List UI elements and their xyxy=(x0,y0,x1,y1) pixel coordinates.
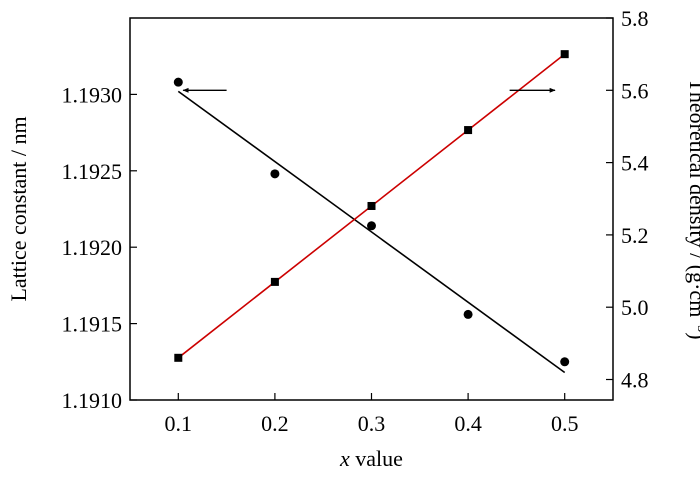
y-right-tick-label: 5.6 xyxy=(621,78,649,103)
y-left-tick-label: 1.1915 xyxy=(62,312,123,337)
lattice-point xyxy=(560,357,570,367)
x-tick-label: 0.2 xyxy=(261,411,289,436)
lattice-point xyxy=(270,169,280,179)
density-point xyxy=(560,50,569,59)
y-left-tick-label: 1.1910 xyxy=(62,388,123,413)
y-right-tick-label: 5.8 xyxy=(621,6,649,31)
lattice-point xyxy=(367,221,376,231)
x-axis-title: x value xyxy=(339,446,403,471)
y-left-tick-label: 1.1930 xyxy=(62,82,123,107)
x-tick-label: 0.1 xyxy=(165,411,193,436)
y-left-axis-title: Lattice constant / nm xyxy=(6,116,31,301)
x-tick-label: 0.5 xyxy=(551,411,579,436)
y-right-tick-label: 5.0 xyxy=(621,295,649,320)
y-right-tick-label: 5.4 xyxy=(621,151,649,176)
y-right-axis-title-exp: −3 xyxy=(694,317,700,332)
density-point xyxy=(270,277,279,286)
y-left-tick-label: 1.1925 xyxy=(62,159,123,184)
lattice-point xyxy=(173,77,183,87)
x-tick-label: 0.4 xyxy=(454,411,482,436)
y-right-axis-title-main: Theoretical density / (g·cm xyxy=(685,78,700,317)
x-axis-title-rest: value xyxy=(350,446,403,471)
x-tick-label: 0.3 xyxy=(358,411,386,436)
y-right-tick-label: 5.2 xyxy=(621,223,649,248)
lattice-point xyxy=(463,309,473,319)
y-left-tick-label: 1.1920 xyxy=(62,235,123,260)
lattice-fit-line xyxy=(177,90,566,374)
density-point xyxy=(367,201,376,210)
density-point xyxy=(464,126,473,135)
y-right-tick-label: 4.8 xyxy=(621,368,649,393)
y-right-axis-title-close: ) xyxy=(685,332,700,339)
y-right-axis-title: Theoretical density / (g·cm−3) xyxy=(685,78,700,339)
density-point xyxy=(174,353,183,362)
x-axis-title-var: x xyxy=(339,446,350,471)
